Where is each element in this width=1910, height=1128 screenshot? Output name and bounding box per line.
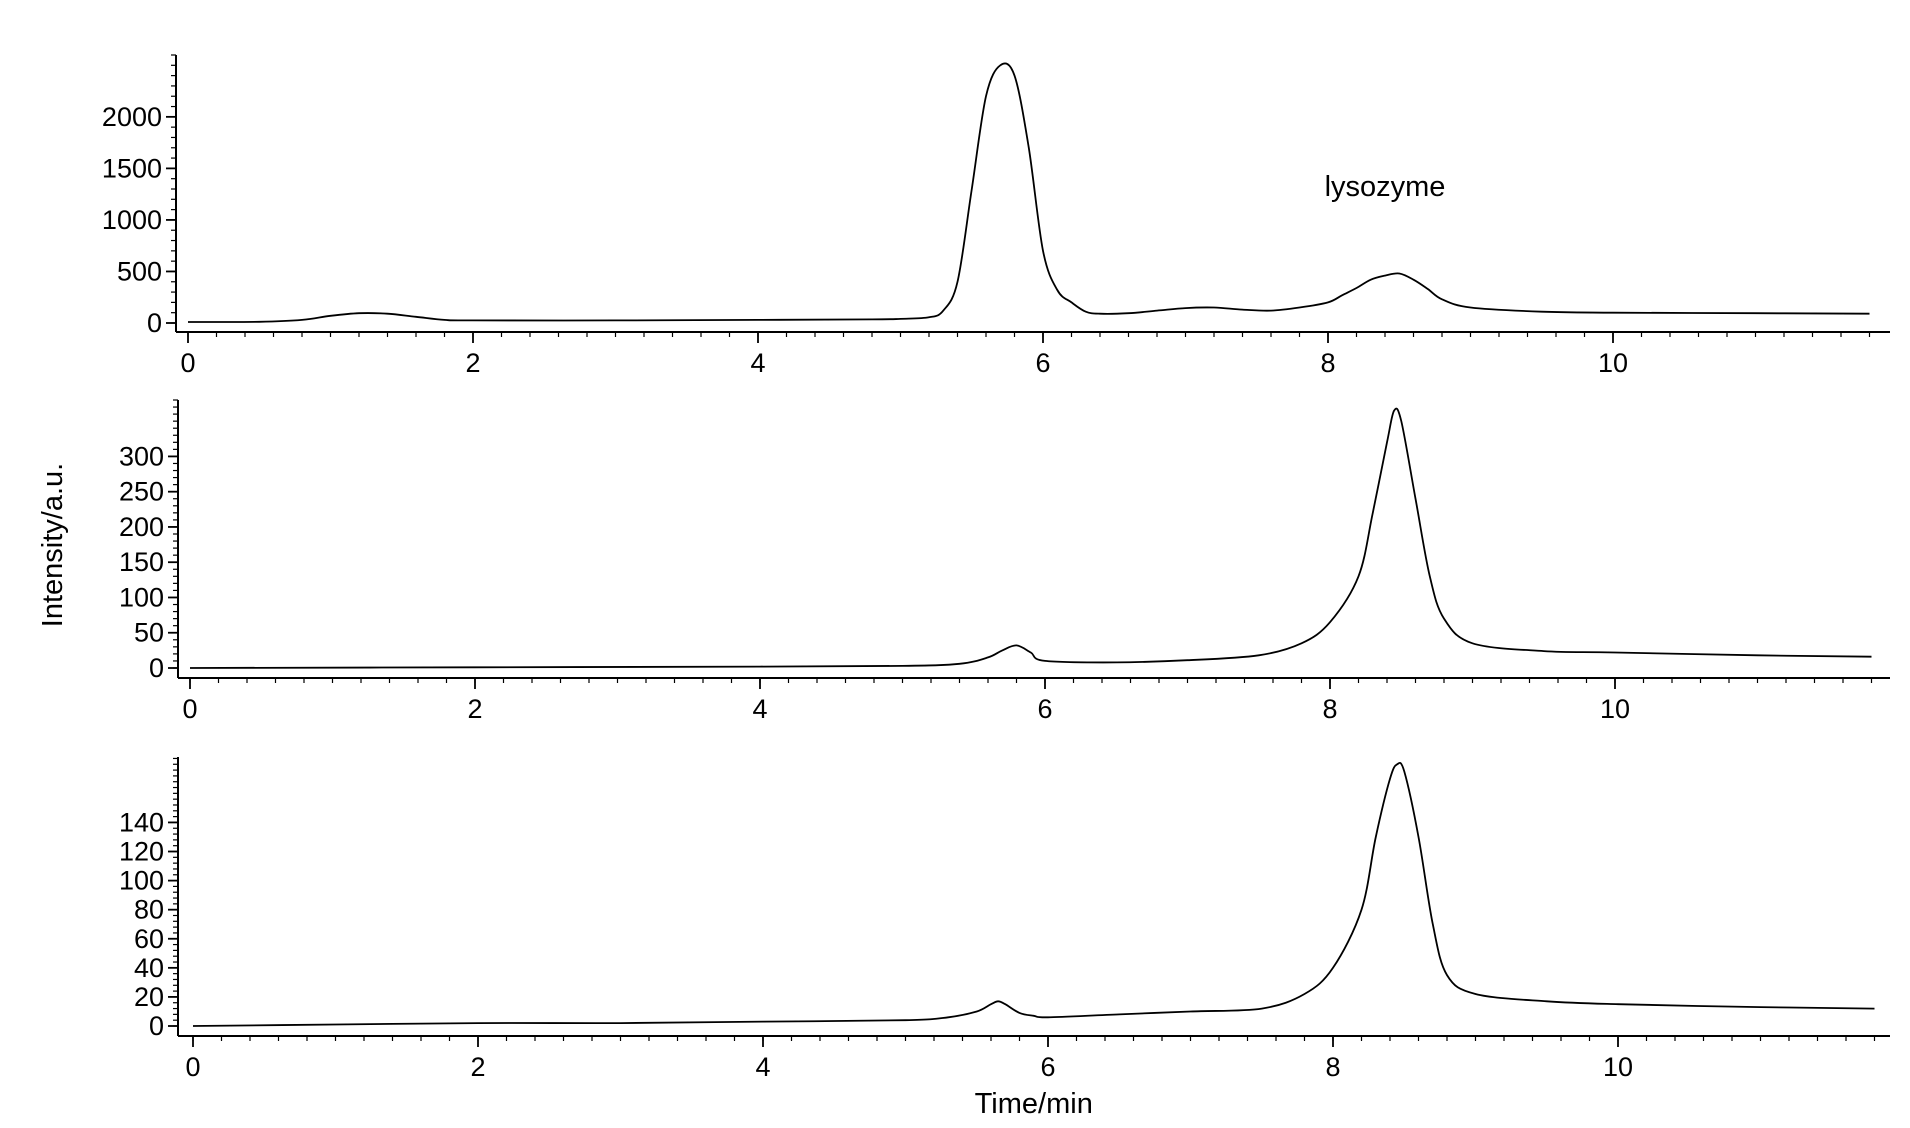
x-tick-label: 4: [752, 694, 767, 724]
x-tick-label: 4: [755, 1052, 770, 1082]
x-tick-label: 2: [465, 348, 480, 378]
y-axis-title: Intensity/a.u.: [37, 463, 69, 627]
y-tick-label: 20: [134, 982, 164, 1012]
y-tick-label: 100: [119, 582, 164, 612]
y-tick-label: 300: [119, 441, 164, 471]
x-tick-label: 10: [1603, 1052, 1633, 1082]
y-tick-label: 250: [119, 477, 164, 507]
x-tick-label: 0: [182, 694, 197, 724]
y-tick-label: 80: [134, 895, 164, 925]
x-tick-label: 6: [1037, 694, 1052, 724]
x-tick-label: 8: [1320, 348, 1335, 378]
y-tick-label: 140: [119, 807, 164, 837]
y-tick-label: 500: [117, 256, 162, 286]
series-line-bottom: [192, 761, 1875, 1027]
y-tick-label: 120: [119, 837, 164, 867]
x-tick-label: 10: [1600, 694, 1630, 724]
y-tick-label: 100: [119, 866, 164, 896]
y-tick-label: 200: [119, 512, 164, 542]
x-tick-label: 8: [1322, 694, 1337, 724]
x-tick-label: 8: [1325, 1052, 1340, 1082]
x-tick-label: 6: [1040, 1052, 1055, 1082]
annotation-label: lysozyme: [1325, 171, 1446, 203]
x-tick-label: 2: [467, 694, 482, 724]
y-tick-label: 40: [134, 953, 164, 983]
y-tick-label: 60: [134, 924, 164, 954]
y-tick-label: 1500: [102, 153, 162, 183]
panel-middle: 0 50 100 150 200 250 300 0 2 4 6 8 10 Intensity/a.u.: [37, 399, 1890, 724]
x-tick-label: 10: [1598, 348, 1628, 378]
y-tick-label: 0: [147, 308, 162, 338]
x-axis-title: Time/min: [975, 1088, 1093, 1120]
y-tick-label: 150: [119, 547, 164, 577]
x-tick-label: 0: [185, 1052, 200, 1082]
x-tick-label: 4: [750, 348, 765, 378]
series-line-middle: [189, 407, 1872, 669]
x-tick-label: 2: [470, 1052, 485, 1082]
x-tick-label: 6: [1035, 348, 1050, 378]
y-tick-label: 2000: [102, 102, 162, 132]
y-tick-label: 0: [149, 1011, 164, 1041]
panel-top: 0 500 1000 1500 2000 0 2 4 6 8 10 lysozyme: [102, 54, 1890, 378]
y-tick-label: 50: [134, 618, 164, 648]
y-tick-label: 1000: [102, 205, 162, 235]
series-line-top: [187, 62, 1870, 323]
y-tick-label: 0: [149, 653, 164, 683]
x-tick-label: 0: [180, 348, 195, 378]
